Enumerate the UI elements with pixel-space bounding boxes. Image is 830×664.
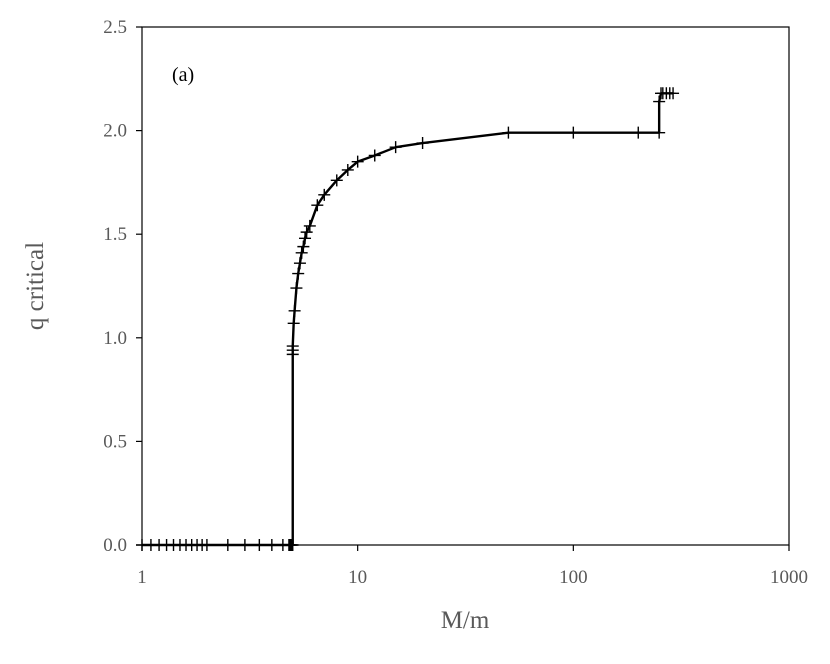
y-tick-label: 1.5	[103, 224, 127, 245]
data-point-marker	[303, 219, 316, 232]
data-point-marker	[287, 317, 300, 330]
data-point-marker	[286, 340, 299, 353]
data-point-marker	[368, 149, 381, 162]
data-point-marker	[290, 282, 303, 295]
chart-annotation: (a)	[172, 64, 194, 86]
data-point-marker	[292, 267, 305, 280]
data-point-marker	[253, 539, 266, 551]
y-tick-label: 1.0	[103, 328, 127, 349]
x-axis-title: M/m	[441, 607, 490, 634]
x-tick-label: 10	[348, 567, 367, 588]
data-point-marker	[300, 226, 313, 239]
data-point-marker	[299, 232, 312, 245]
data-point-marker	[200, 539, 213, 551]
data-point-marker	[567, 126, 580, 139]
data-point-marker	[416, 137, 429, 150]
data-point-marker	[341, 163, 354, 176]
data-point-marker	[295, 246, 308, 259]
y-axis-ticks: 0.0 0.5 1.0 1.5 2.0 2.5	[103, 17, 142, 556]
y-axis-title: q critical	[22, 242, 49, 330]
plot-area-frame	[141, 26, 790, 546]
data-point-marker	[653, 126, 666, 139]
series-line	[142, 92, 674, 547]
data-point-marker	[318, 188, 331, 201]
data-point-marker	[667, 87, 680, 100]
data-point-marker	[293, 257, 306, 270]
data-point-marker	[632, 126, 645, 139]
y-tick-label: 0.0	[103, 535, 127, 556]
data-point-marker	[351, 155, 364, 168]
x-tick-label: 1	[137, 567, 147, 588]
data-point-marker	[238, 539, 251, 551]
data-point-marker	[389, 141, 402, 154]
data-point-marker	[653, 95, 666, 108]
data-point-marker	[297, 240, 310, 253]
y-tick-label: 2.5	[103, 17, 127, 38]
x-axis-ticks: 1 10 100 1000	[137, 545, 808, 588]
data-point-marker	[502, 126, 515, 139]
x-tick-label: 1000	[770, 567, 808, 588]
data-point-marker	[265, 539, 278, 551]
data-point-marker	[286, 539, 299, 551]
data-point-marker	[288, 304, 301, 317]
data-point-marker	[330, 174, 343, 187]
y-tick-label: 0.5	[103, 431, 127, 452]
data-point-marker	[221, 539, 234, 551]
data-point-marker	[311, 199, 324, 212]
series-markers	[136, 87, 680, 551]
x-tick-label: 100	[559, 567, 588, 588]
y-tick-label: 2.0	[103, 121, 127, 142]
